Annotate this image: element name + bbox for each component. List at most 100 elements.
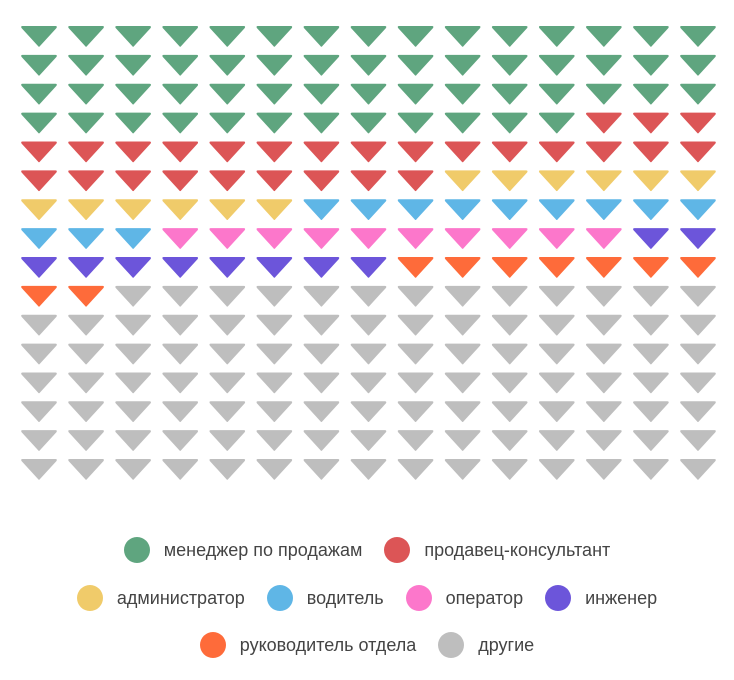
waffle-cell <box>538 54 575 76</box>
waffle-cell <box>68 26 104 47</box>
waffle-cell <box>538 343 575 365</box>
waffle-cell <box>444 459 481 480</box>
waffle-cell <box>633 141 669 163</box>
waffle-cell <box>115 141 151 163</box>
waffle-cell <box>491 430 528 451</box>
waffle-chart <box>21 26 716 480</box>
waffle-cell <box>68 372 104 394</box>
waffle-cell <box>444 285 481 307</box>
waffle-cell <box>397 314 434 336</box>
waffle-cell <box>538 256 575 278</box>
waffle-cell <box>209 112 246 134</box>
waffle-cell <box>586 343 622 365</box>
waffle-cell <box>444 256 481 278</box>
waffle-cell <box>21 54 57 76</box>
waffle-cell <box>680 26 716 47</box>
waffle-cell <box>633 83 669 105</box>
waffle-cell <box>586 256 622 278</box>
waffle-cell <box>586 54 622 76</box>
waffle-cell <box>538 141 575 163</box>
waffle-cell <box>680 459 716 480</box>
waffle-cell <box>162 170 199 192</box>
waffle-cell <box>538 372 575 394</box>
waffle-cell <box>256 170 293 192</box>
waffle-cell <box>397 112 434 134</box>
waffle-cell <box>303 314 340 336</box>
legend-row-3: руководитель отдела другие <box>0 632 734 658</box>
waffle-cell <box>680 112 716 134</box>
waffle-cell <box>586 401 622 423</box>
waffle-cell <box>256 314 293 336</box>
waffle-cell <box>256 54 293 76</box>
waffle-cell <box>397 256 434 278</box>
legend-swatch <box>123 537 150 563</box>
waffle-cell <box>21 430 57 451</box>
waffle-cell <box>115 314 151 336</box>
waffle-cell <box>680 285 716 307</box>
waffle-cell <box>586 141 622 163</box>
waffle-cell <box>350 54 387 76</box>
waffle-cell <box>21 112 57 134</box>
legend-item: оператор <box>405 585 523 611</box>
waffle-cell <box>680 256 716 278</box>
waffle-cell <box>162 54 199 76</box>
waffle-cell <box>68 459 104 480</box>
waffle-cell <box>162 112 199 134</box>
waffle-cell <box>491 459 528 480</box>
waffle-cell <box>115 228 151 249</box>
waffle-cell <box>538 26 575 47</box>
waffle-cell <box>68 285 104 307</box>
waffle-cell <box>444 228 481 249</box>
waffle-cell <box>303 228 340 249</box>
legend-row-2: администратор водитель оператор инженер <box>0 585 734 611</box>
waffle-cell <box>538 314 575 336</box>
waffle-cell <box>586 285 622 307</box>
waffle-cell <box>397 199 434 220</box>
waffle-cell <box>397 430 434 451</box>
waffle-cell <box>586 459 622 480</box>
waffle-cell <box>491 112 528 134</box>
legend-label: руководитель отдела <box>239 634 417 655</box>
waffle-cell <box>303 170 340 192</box>
legend-item: продавец-консультант <box>384 537 610 563</box>
waffle-cell <box>586 112 622 134</box>
waffle-cell <box>209 199 246 220</box>
waffle-cell <box>397 343 434 365</box>
waffle-cell <box>209 343 246 365</box>
waffle-cell <box>115 430 151 451</box>
waffle-cell <box>162 430 199 451</box>
waffle-cell <box>491 343 528 365</box>
waffle-cell <box>256 285 293 307</box>
waffle-cell <box>21 199 57 220</box>
waffle-cell <box>444 83 481 105</box>
waffle-cell <box>162 459 199 480</box>
waffle-cell <box>680 54 716 76</box>
waffle-cell <box>162 343 199 365</box>
waffle-cell <box>115 372 151 394</box>
waffle-cell <box>397 141 434 163</box>
waffle-cell <box>115 83 151 105</box>
waffle-cell <box>397 401 434 423</box>
waffle-cell <box>115 343 151 365</box>
waffle-cell <box>256 141 293 163</box>
waffle-cell <box>538 401 575 423</box>
waffle-cell <box>303 285 340 307</box>
waffle-cell <box>68 256 104 278</box>
waffle-cell <box>256 372 293 394</box>
legend-item: другие <box>438 632 534 658</box>
waffle-cell <box>350 170 387 192</box>
waffle-cell <box>256 26 293 47</box>
waffle-cell <box>68 54 104 76</box>
waffle-cell <box>397 372 434 394</box>
waffle-cell <box>21 343 57 365</box>
waffle-cell <box>633 54 669 76</box>
waffle-cell <box>209 83 246 105</box>
waffle-cell <box>68 228 104 249</box>
waffle-cell <box>586 430 622 451</box>
waffle-cell <box>209 141 246 163</box>
waffle-cell <box>633 372 669 394</box>
waffle-cell <box>633 228 669 249</box>
waffle-cell <box>256 430 293 451</box>
waffle-cell <box>115 26 151 47</box>
waffle-cell <box>680 401 716 423</box>
